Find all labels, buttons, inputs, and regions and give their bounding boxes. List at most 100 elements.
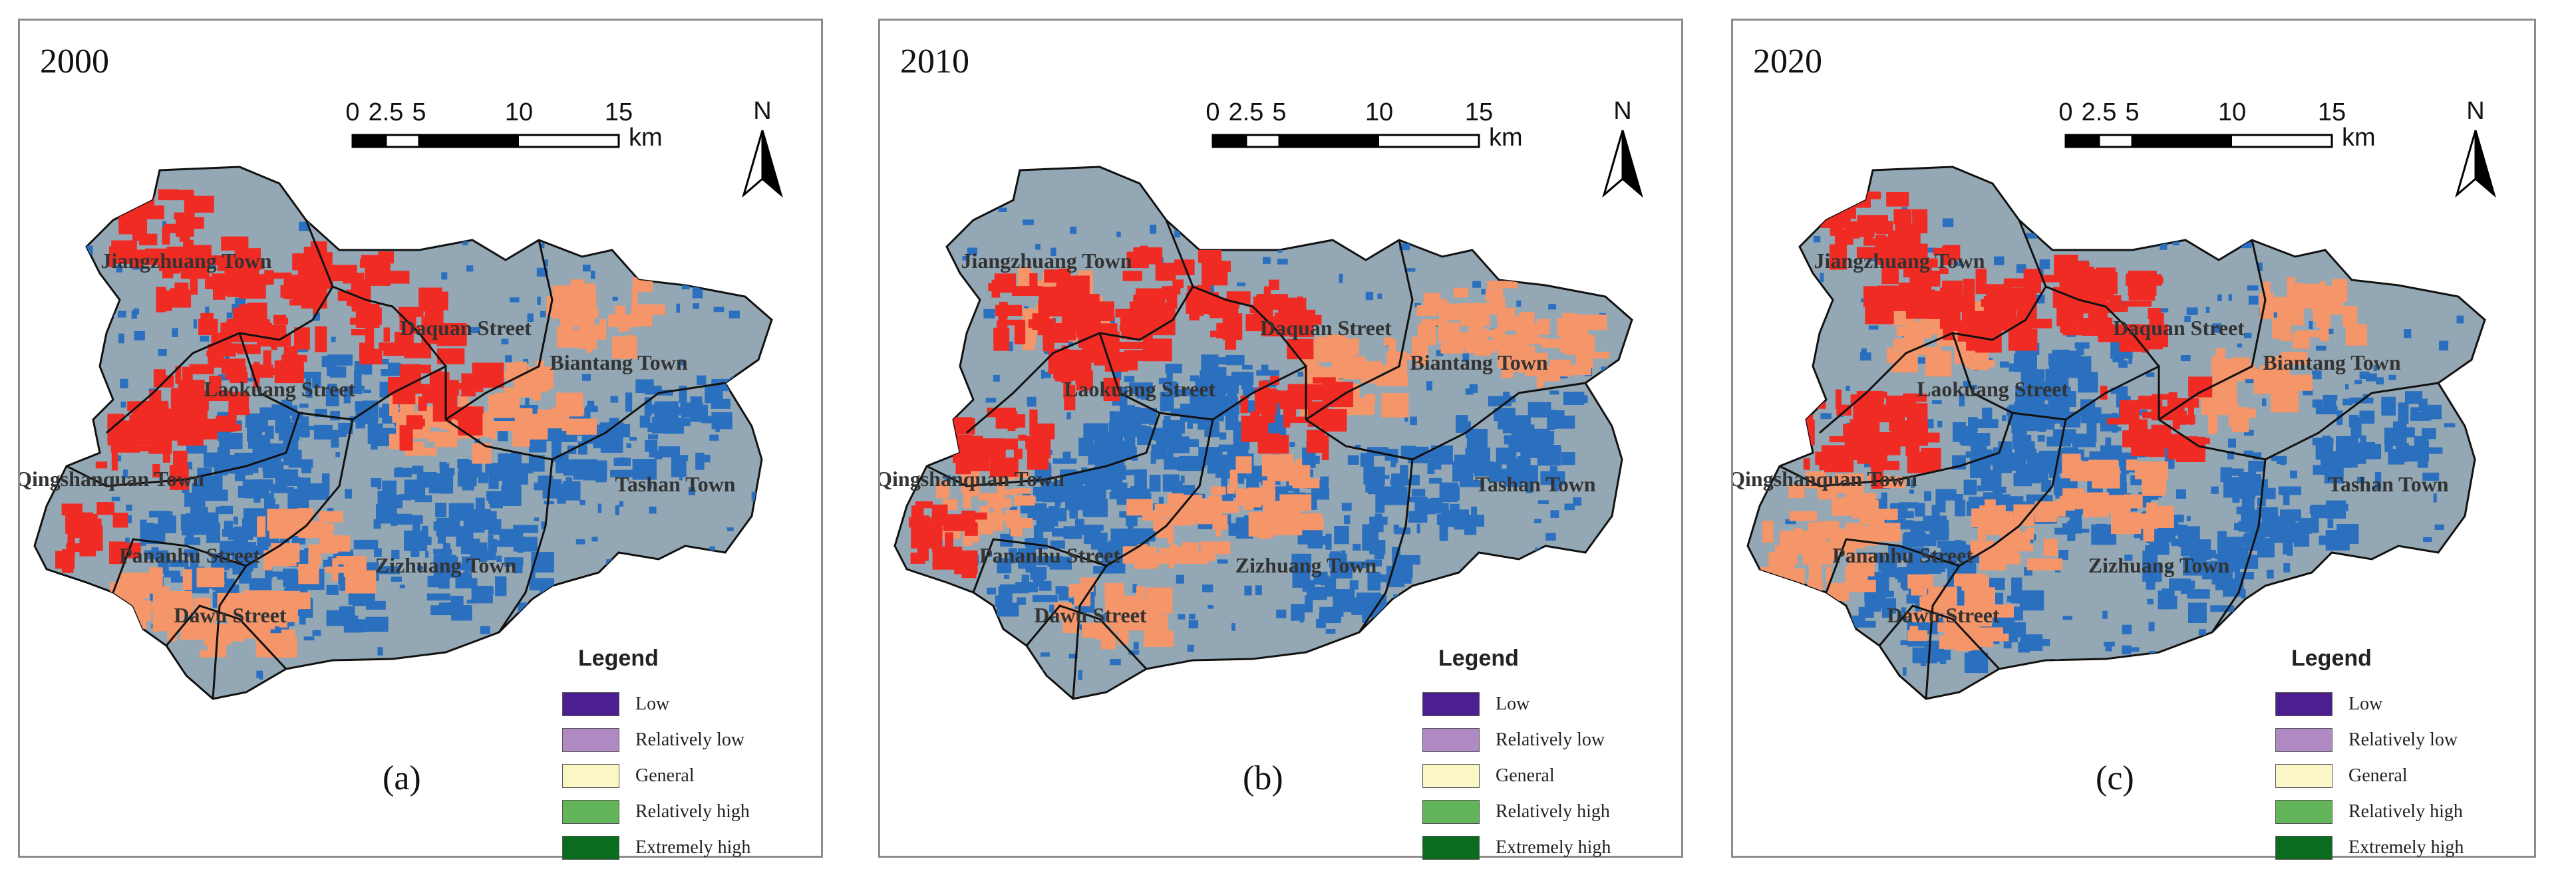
red-patch [1221, 302, 1236, 312]
blue-patch [612, 297, 618, 301]
orange-patch [1541, 338, 1561, 348]
blue-patch [371, 478, 382, 487]
blue-patch [1355, 444, 1361, 449]
orange-patch [1453, 287, 1468, 298]
blue-patch [1605, 542, 1615, 549]
blue-patch [513, 537, 538, 552]
blue-patch [275, 476, 300, 486]
blue-patch [1188, 620, 1199, 628]
blue-patch [922, 309, 929, 317]
blue-patch [355, 544, 366, 549]
blue-patch [2336, 504, 2343, 516]
red-patch [1275, 313, 1289, 324]
red-patch [1014, 322, 1026, 344]
blue-patch [1130, 486, 1139, 493]
red-patch [2187, 400, 2194, 425]
blue-patch [1179, 455, 1204, 471]
red-patch [1216, 322, 1226, 338]
blue-patch [1119, 511, 1132, 518]
blue-patch [326, 610, 350, 626]
blue-patch [1099, 466, 1122, 484]
blue-patch [1519, 459, 1530, 466]
blue-patch [983, 309, 995, 318]
blue-patch [453, 670, 458, 678]
blue-patch [2021, 634, 2043, 651]
red-patch [1254, 301, 1262, 327]
red-patch [183, 239, 194, 249]
blue-patch [1009, 506, 1017, 513]
blue-patch [1426, 630, 1432, 637]
blue-patch [1410, 475, 1420, 485]
legend-swatch-general [2275, 764, 2333, 788]
blue-patch [1469, 384, 1478, 393]
blue-patch [688, 487, 695, 495]
orange-patch [2087, 492, 2109, 517]
orange-patch [1127, 616, 1151, 630]
label-laokuang: Laokuang Street [1064, 377, 1215, 401]
blue-patch [313, 424, 333, 440]
blue-patch [1436, 350, 1444, 356]
blue-patch [2179, 526, 2200, 548]
blue-patch [2052, 349, 2070, 364]
blue-patch [233, 527, 247, 542]
blue-patch [2175, 489, 2186, 499]
blue-patch [435, 503, 446, 517]
blue-patch [1377, 293, 1382, 299]
blue-patch [2020, 442, 2035, 461]
blue-patch [1030, 567, 1047, 580]
blue-patch [133, 308, 139, 315]
orange-patch [1380, 364, 1393, 372]
red-patch [995, 305, 1023, 317]
blue-patch [301, 372, 321, 379]
legend-item-extremely-high: Extremely high [1422, 830, 1662, 866]
label-daquan: Daquan Street [1260, 316, 1392, 340]
red-patch [1012, 286, 1043, 297]
blue-patch [457, 471, 469, 487]
blue-patch [2250, 514, 2259, 519]
blue-patch [663, 406, 683, 416]
red-patch [399, 425, 413, 451]
red-patch [206, 350, 236, 357]
blue-patch [1897, 549, 1904, 555]
blue-patch [1374, 203, 1382, 209]
blue-patch [466, 265, 474, 272]
blue-patch [1399, 243, 1410, 251]
blue-patch [1545, 533, 1556, 541]
blue-patch [2241, 588, 2246, 598]
red-patch [915, 501, 933, 509]
orange-patch [1802, 542, 1833, 565]
blue-patch [1176, 439, 1200, 447]
blue-patch [1935, 529, 1948, 536]
blue-patch [1272, 370, 1278, 376]
red-patch [228, 392, 249, 414]
blue-patch [1386, 579, 1405, 588]
north-arrow: N [2455, 97, 2496, 198]
red-patch [1126, 253, 1144, 268]
orange-patch [145, 604, 170, 612]
red-patch [1821, 445, 1852, 459]
blue-patch [2062, 447, 2068, 457]
blue-patch [2105, 646, 2112, 652]
blue-patch [148, 511, 171, 518]
blue-patch [709, 434, 719, 441]
red-patch [1198, 249, 1222, 263]
blue-patch [2384, 436, 2393, 453]
red-patch [407, 364, 431, 374]
blue-patch [1164, 384, 1170, 392]
orange-patch [200, 650, 210, 658]
blue-patch [697, 375, 707, 385]
blue-patch [1376, 575, 1398, 582]
blue-patch [1899, 502, 1919, 509]
blue-patch [2248, 469, 2255, 473]
blue-patch [1535, 223, 1547, 227]
blue-patch [1330, 647, 1338, 652]
blue-patch [494, 540, 514, 547]
blue-patch [1083, 423, 1108, 440]
blue-patch [2425, 411, 2430, 418]
blue-patch [66, 273, 76, 280]
legend-swatch-relatively-low [2275, 728, 2333, 752]
red-patch [946, 434, 973, 450]
orange-patch [1954, 630, 1973, 651]
blue-patch [671, 456, 687, 477]
blue-patch [2312, 370, 2322, 380]
